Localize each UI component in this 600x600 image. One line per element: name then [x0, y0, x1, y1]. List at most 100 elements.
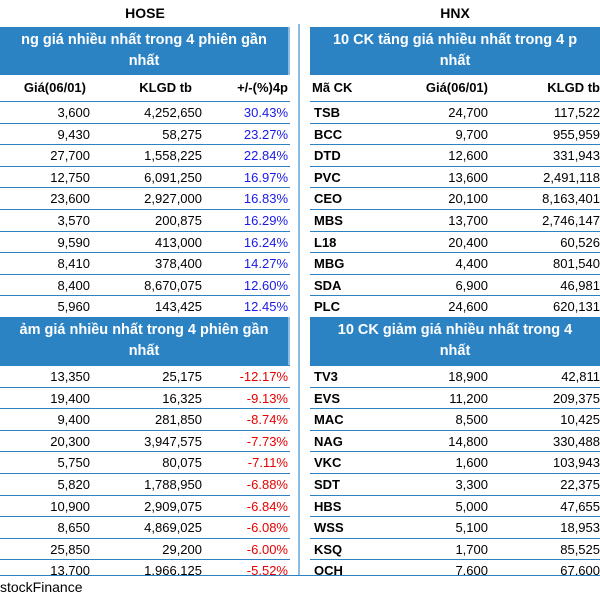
price-cell: 5,960 [57, 299, 90, 315]
volume-cell: 25,175 [162, 368, 202, 384]
table-row: L18 20,400 60,526 [310, 230, 600, 253]
price-cell: 8,500 [455, 412, 488, 428]
price-cell: 3,570 [57, 212, 90, 228]
price-cell: 11,200 [449, 390, 488, 406]
price-cell: 24,600 [448, 299, 488, 315]
change-cell: 16.29% [243, 212, 288, 228]
table-row: WSS 5,100 18,953 [310, 516, 600, 538]
table-row: SDT 3,300 22,375 [310, 472, 600, 495]
table-row: 19,400 16,325 -9.13% [0, 386, 290, 409]
volume-cell: 22,375 [560, 476, 600, 492]
change-cell: 16.24% [243, 234, 288, 250]
panel-gap [290, 0, 310, 575]
hnx-gainers-title: 10 CK tăng giá nhiều nhất trong 4 p nhất [310, 27, 600, 75]
table-row: 20,300 3,947,575 -7.73% [0, 429, 290, 452]
code-cell: MAC [314, 412, 344, 428]
volume-cell: 47,655 [560, 498, 600, 514]
price-cell: 1,600 [455, 455, 488, 471]
change-cell: 30.43% [243, 105, 288, 120]
hose-gainers-table: 3,600 4,252,650 30.43% 9,430 58,275 23.27% 27,… [0, 101, 290, 317]
volume-cell: 1,966,125 [144, 563, 202, 575]
volume-cell: 413,000 [155, 234, 202, 250]
volume-cell: 8,670,075 [144, 277, 202, 293]
volume-cell: 2,909,075 [144, 498, 202, 514]
table-row: TSB 24,700 117,522 [310, 101, 600, 123]
volume-cell: 281,850 [155, 412, 202, 428]
volume-cell: 2,927,000 [144, 191, 202, 207]
volume-cell: 209,375 [553, 390, 600, 406]
hnx-losers-table: TV3 18,900 42,811 EVS 11,200 209,375 MAC 8,500 1… [310, 364, 600, 575]
hnx-gainers-table: TSB 24,700 117,522 BCC 9,700 955,959 DTD 12,600… [310, 101, 600, 317]
hnx-col-code: Mã CK [312, 80, 353, 95]
hnx-col-price: Giá(06/01) [425, 80, 488, 95]
hnx-col-volume: KLGD tb [547, 80, 600, 95]
code-cell: PLC [314, 299, 340, 315]
table-row: 9,590 413,000 16.24% [0, 230, 290, 253]
volume-cell: 10,425 [560, 412, 600, 428]
hose-gainers-title-line1: ng giá nhiều nhất trong 4 phiên gần [21, 32, 267, 48]
change-cell: -6.08% [246, 520, 288, 536]
code-cell: BCC [314, 126, 343, 142]
price-cell: 13,700 [448, 212, 488, 228]
volume-cell: 2,746,147 [542, 212, 600, 228]
price-cell: 27,700 [50, 148, 90, 164]
change-cell: -7.73% [246, 433, 288, 449]
change-cell: 22.84% [243, 148, 288, 164]
table-row: DTD 12,600 331,943 [310, 144, 600, 166]
code-cell: MBS [314, 212, 343, 228]
price-cell: 25,850 [50, 541, 90, 557]
table-row: PLC 24,600 620,131 [310, 295, 600, 317]
change-cell: -6.84% [246, 498, 288, 514]
price-cell: 19,400 [50, 390, 90, 406]
change-cell: 12.45% [243, 299, 288, 315]
price-cell: 13,350 [50, 368, 90, 384]
table-row: 25,850 29,200 -6.00% [0, 537, 290, 560]
volume-cell: 58,275 [162, 126, 202, 142]
volume-cell: 16,325 [162, 390, 202, 406]
hose-panel: HOSE ng giá nhiều nhất trong 4 phiên gần… [0, 0, 290, 575]
table-row: BCC 9,700 955,959 [310, 122, 600, 145]
volume-cell: 85,525 [560, 541, 600, 557]
hnx-label: HNX [310, 0, 600, 27]
code-cell: MBG [314, 256, 345, 272]
change-cell: -6.88% [246, 476, 288, 492]
code-cell: HBS [314, 498, 342, 514]
volume-cell: 143,425 [155, 299, 202, 315]
table-row: OCH 7,600 67,600 [310, 559, 600, 575]
table-row: KSQ 1,700 85,525 [310, 537, 600, 560]
price-cell: 7,600 [455, 563, 488, 575]
change-cell: 16.97% [243, 169, 288, 185]
price-cell: 20,400 [448, 234, 488, 250]
table-row: 12,750 6,091,250 16.97% [0, 165, 290, 188]
price-cell: 8,410 [57, 256, 90, 272]
volume-cell: 60,526 [560, 234, 600, 250]
price-cell: 20,300 [50, 433, 90, 449]
hnx-panel: HNX 10 CK tăng giá nhiều nhất trong 4 p … [310, 0, 600, 575]
volume-cell: 67,600 [560, 563, 600, 575]
table-row: 13,350 25,175 -12.17% [0, 364, 290, 387]
price-cell: 3,600 [57, 105, 90, 120]
code-cell: WSS [314, 520, 344, 536]
table-row: 27,700 1,558,225 22.84% [0, 144, 290, 166]
price-cell: 12,750 [50, 169, 90, 185]
hose-losers-table: 13,350 25,175 -12.17% 19,400 16,325 -9.13% 9,4… [0, 364, 290, 575]
table-row: MBS 13,700 2,746,147 [310, 208, 600, 231]
code-cell: NAG [314, 433, 343, 449]
hose-losers-title-line1: ảm giá nhiều nhất trong 4 phiên gần [19, 321, 269, 338]
volume-cell: 200,875 [155, 212, 202, 228]
volume-cell: 103,943 [553, 455, 600, 471]
footer-source: stockFinance [0, 579, 83, 595]
footer: stockFinance [0, 575, 600, 600]
volume-cell: 2,491,118 [543, 169, 600, 185]
table-row: 8,650 4,869,025 -6.08% [0, 516, 290, 538]
volume-cell: 8,163,401 [542, 191, 600, 207]
change-cell: -9.13% [246, 390, 288, 406]
table-row: 3,570 200,875 16.29% [0, 208, 290, 231]
price-cell: 8,400 [57, 277, 90, 293]
hose-col-volume: KLGD tb [139, 80, 192, 95]
table-row: 8,410 378,400 14.27% [0, 252, 290, 274]
price-cell: 20,100 [448, 191, 488, 207]
panel-divider [298, 24, 300, 575]
table-row: 13,700 1,966,125 -5.52% [0, 559, 290, 575]
price-cell: 6,900 [455, 277, 488, 293]
